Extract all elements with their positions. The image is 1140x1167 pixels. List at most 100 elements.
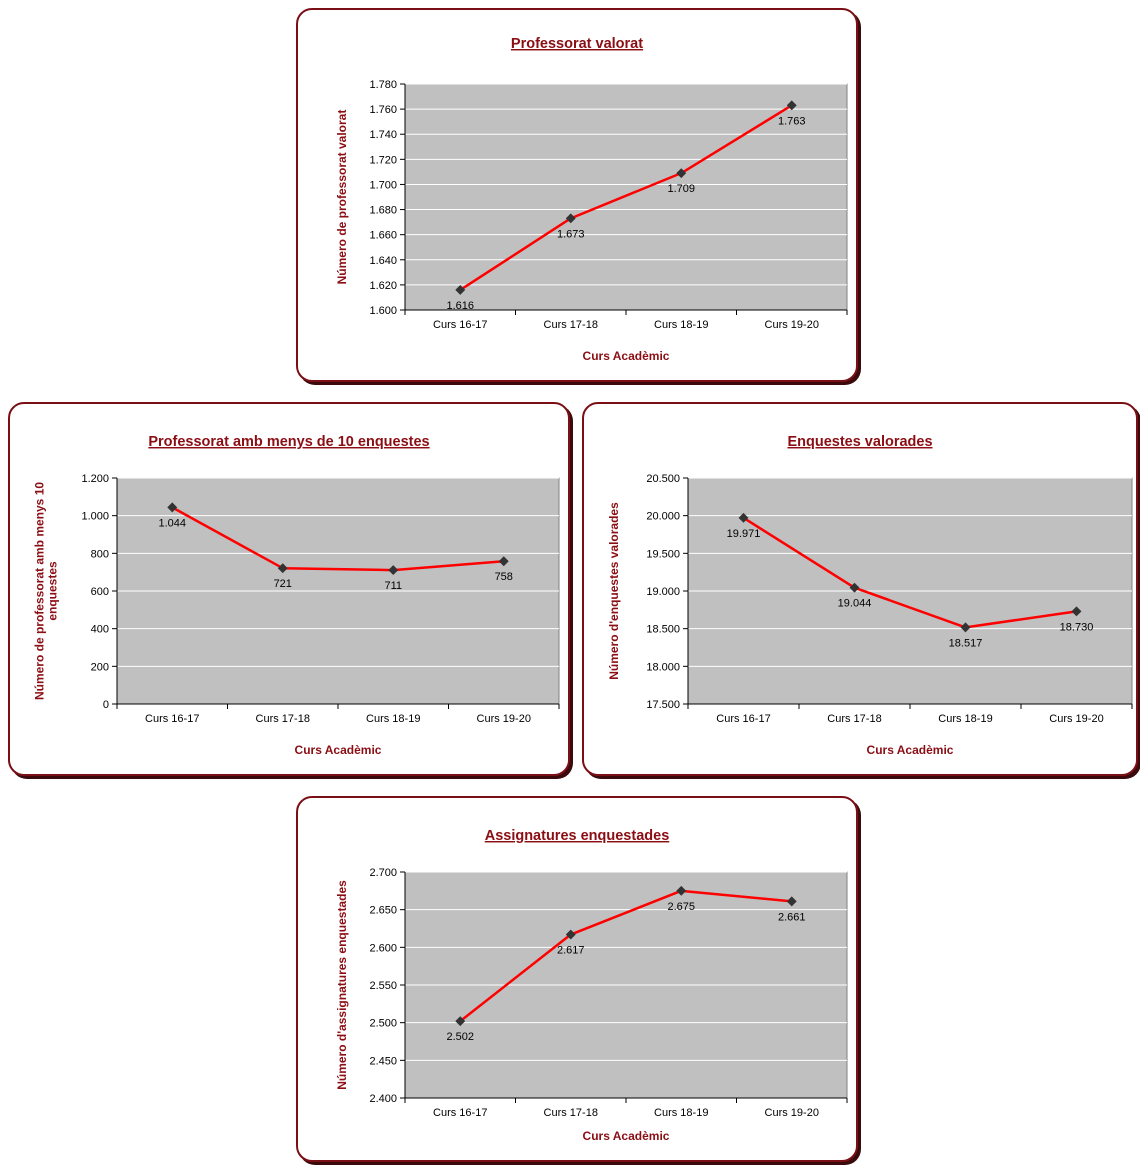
series-line <box>742 516 1077 629</box>
y-tick-label: 17.500 <box>646 699 680 711</box>
y-tick-label: 800 <box>91 548 109 560</box>
y-tick-label: 2.600 <box>369 942 397 954</box>
chart-professorat-valorat: Professorat valorat 1.600 1.620 1.640 1.660 1… <box>335 36 848 363</box>
chart-enquestes-valorades: Enquestes valorades 17.500 18.000 18.500 19.… <box>607 434 1133 757</box>
y-tick-label: 1.000 <box>81 511 109 523</box>
x-tick-label: Curs 16-17 <box>145 713 199 725</box>
y-tick-label: 18.500 <box>646 624 680 636</box>
y-axis-title-line: Número de professorat amb menys 10 <box>33 482 47 700</box>
y-tick-label: 2.450 <box>369 1055 397 1067</box>
data-label: 758 <box>495 571 513 583</box>
series-line <box>459 104 793 291</box>
data-point <box>1071 606 1082 617</box>
y-tick-label: 1.740 <box>369 129 397 141</box>
data-label: 2.675 <box>667 901 695 913</box>
data-label: 2.502 <box>446 1031 474 1043</box>
data-label: 2.661 <box>778 911 806 923</box>
y-tick-label: 1.640 <box>369 255 397 267</box>
y-tick-label: 600 <box>91 586 109 598</box>
x-tick-label: Curs 19-20 <box>477 713 531 725</box>
y-tick-label: 19.000 <box>646 586 680 598</box>
x-tick-label: Curs 17-18 <box>827 713 881 725</box>
y-tick-label: 2.400 <box>369 1093 397 1105</box>
chart-assignatures-enquestades: Assignatures enquestades 2.400 2.450 2.500 2… <box>335 828 848 1143</box>
data-point <box>960 622 971 633</box>
x-axis-title: Curs Acadèmic <box>867 743 954 757</box>
y-axis-title: Número de professorat valorat <box>335 110 349 285</box>
y-tick-label: 18.000 <box>646 661 680 673</box>
data-point <box>738 512 749 523</box>
y-tick-label: 1.780 <box>369 79 397 91</box>
x-axis-title: Curs Acadèmic <box>583 349 670 363</box>
data-label: 1.709 <box>667 183 695 195</box>
y-tick-label: 19.500 <box>646 548 680 560</box>
y-tick-label: 2.500 <box>369 1018 397 1030</box>
data-point <box>786 100 797 111</box>
y-tick-label: 1.200 <box>81 473 109 485</box>
chart-panel-professorat-menys-10: Professorat amb menys de 10 enquestes 0 20… <box>8 402 570 776</box>
data-label: 18.517 <box>949 637 983 649</box>
data-point <box>565 213 576 224</box>
y-tick-label: 1.660 <box>369 230 397 242</box>
data-point <box>849 582 860 593</box>
y-tick-label: 1.680 <box>369 205 397 217</box>
y-tick-label: 20.000 <box>646 511 680 523</box>
chart-title: Assignatures enquestades <box>485 828 670 844</box>
chart-professorat-menys-10: Professorat amb menys de 10 enquestes 0 20… <box>33 434 560 757</box>
y-tick-label: 1.720 <box>369 154 397 166</box>
chart-title: Enquestes valorades <box>787 434 932 450</box>
x-tick-label: Curs 18-19 <box>654 1107 708 1119</box>
y-tick-label: 2.700 <box>369 867 397 879</box>
chart-panel-professorat-valorat: Professorat valorat 1.600 1.620 1.640 1.660 1… <box>296 8 858 382</box>
x-tick-label: Curs 19-20 <box>765 1107 819 1119</box>
data-label: 19.044 <box>838 598 872 610</box>
x-tick-label: Curs 16-17 <box>433 319 487 331</box>
y-tick-label: 2.650 <box>369 905 397 917</box>
data-point <box>277 563 288 574</box>
y-tick-label: 2.550 <box>369 980 397 992</box>
x-tick-label: Curs 19-20 <box>1049 713 1103 725</box>
y-axis-title: Número d'enquestes valorades <box>607 502 621 680</box>
x-axis-title: Curs Acadèmic <box>295 743 382 757</box>
data-point <box>565 929 576 940</box>
data-label: 721 <box>274 578 292 590</box>
x-tick-label: Curs 16-17 <box>716 713 770 725</box>
data-label: 18.730 <box>1060 621 1094 633</box>
data-point <box>676 168 687 179</box>
x-tick-label: Curs 17-18 <box>544 319 598 331</box>
data-label: 711 <box>384 580 402 592</box>
chart-panel-assignatures-enquestades: Assignatures enquestades 2.400 2.450 2.500 2… <box>296 796 858 1162</box>
chart-title: Professorat valorat <box>511 36 643 52</box>
y-tick-label: 400 <box>91 624 109 636</box>
y-tick-label: 200 <box>91 661 109 673</box>
x-axis-title: Curs Acadèmic <box>583 1129 670 1143</box>
y-tick-label: 1.600 <box>369 305 397 317</box>
x-tick-label: Curs 18-19 <box>938 713 992 725</box>
x-tick-label: Curs 17-18 <box>256 713 310 725</box>
data-label: 1.044 <box>158 517 186 529</box>
data-point <box>786 896 797 907</box>
x-tick-label: Curs 18-19 <box>654 319 708 331</box>
y-tick-label: 20.500 <box>646 473 680 485</box>
series-line <box>171 506 504 572</box>
data-label: 1.673 <box>557 228 585 240</box>
chart-panel-enquestes-valorades: Enquestes valorades 17.500 18.000 18.500 19.… <box>582 402 1138 776</box>
data-label: 19.971 <box>727 528 761 540</box>
data-point <box>167 502 178 513</box>
x-tick-label: Curs 16-17 <box>433 1107 487 1119</box>
chart-title: Professorat amb menys de 10 enquestes <box>148 434 429 450</box>
data-label: 2.617 <box>557 945 585 957</box>
data-label: 1.616 <box>446 300 474 312</box>
x-tick-label: Curs 17-18 <box>544 1107 598 1119</box>
y-tick-label: 0 <box>103 699 109 711</box>
y-axis-title-line: enquestes <box>46 561 60 621</box>
series-line <box>459 889 792 1023</box>
y-tick-label: 1.700 <box>369 179 397 191</box>
x-tick-label: Curs 19-20 <box>765 319 819 331</box>
y-tick-label: 1.760 <box>369 104 397 116</box>
x-tick-label: Curs 18-19 <box>366 713 420 725</box>
data-label: 1.763 <box>778 115 806 127</box>
y-tick-label: 1.620 <box>369 280 397 292</box>
y-axis-title: Número d'assignatures enquestades <box>335 880 349 1090</box>
data-point <box>676 885 687 896</box>
